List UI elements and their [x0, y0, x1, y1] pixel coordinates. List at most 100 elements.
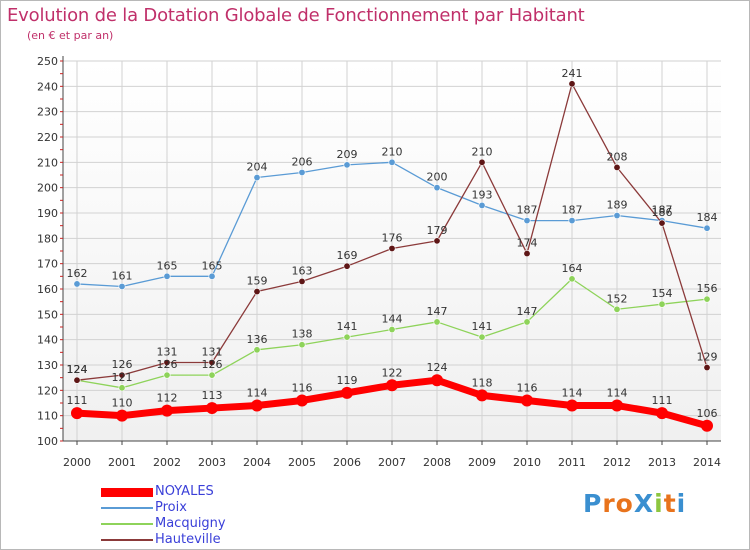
data-label-hauteville: 163	[292, 264, 313, 277]
data-point-macquigny	[163, 371, 171, 379]
data-point-macquigny	[343, 333, 351, 341]
x-tick-label: 2000	[63, 456, 91, 469]
y-tick-label: 180	[37, 232, 58, 245]
data-point-proix	[433, 184, 441, 192]
data-label-macquigny: 124	[67, 363, 88, 376]
data-point-hauteville	[73, 376, 81, 384]
data-label-noyales: 106	[697, 407, 718, 420]
data-label-macquigny: 138	[292, 328, 313, 341]
x-tick-label: 2014	[693, 456, 721, 469]
data-label-noyales: 116	[517, 381, 538, 394]
data-label-proix: 165	[202, 259, 223, 272]
y-tick-label: 230	[37, 106, 58, 119]
data-label-macquigny: 144	[382, 313, 403, 326]
data-label-proix: 161	[112, 269, 133, 282]
data-label-macquigny: 152	[607, 292, 628, 305]
x-tick-label: 2010	[513, 456, 541, 469]
data-point-macquigny	[118, 384, 126, 392]
data-label-noyales: 116	[292, 381, 313, 394]
y-tick-label: 100	[37, 435, 58, 448]
data-label-noyales: 114	[607, 387, 628, 400]
data-point-macquigny	[613, 305, 621, 313]
data-label-hauteville: 208	[607, 150, 628, 163]
data-point-hauteville	[433, 237, 441, 245]
x-tick-label: 2008	[423, 456, 451, 469]
legend-label: Proix	[155, 500, 187, 515]
data-point-hauteville	[208, 358, 216, 366]
data-label-proix: 184	[697, 211, 718, 224]
legend-label: Hauteville	[155, 532, 221, 547]
y-tick-label: 140	[37, 334, 58, 347]
data-point-proix	[568, 217, 576, 225]
data-point-noyales	[701, 419, 713, 432]
data-label-proix: 200	[427, 171, 448, 184]
data-label-hauteville: 131	[157, 345, 178, 358]
brand-letter: X	[633, 489, 655, 518]
y-tick-label: 250	[37, 55, 58, 68]
data-label-hauteville: 159	[247, 275, 268, 288]
legend-swatch	[101, 507, 153, 509]
y-tick-label: 160	[37, 283, 58, 296]
data-label-noyales: 122	[382, 366, 403, 379]
data-point-noyales	[566, 399, 578, 412]
data-label-proix: 165	[157, 259, 178, 272]
data-label-noyales: 113	[202, 389, 223, 402]
data-point-hauteville	[478, 158, 486, 166]
data-point-proix	[163, 272, 171, 280]
data-point-noyales	[251, 399, 263, 412]
data-point-macquigny	[253, 346, 261, 354]
chart-legend: NOYALES Proix Macquigny Hauteville	[101, 484, 301, 548]
x-tick-label: 2004	[243, 456, 271, 469]
x-tick-label: 2012	[603, 456, 631, 469]
data-label-noyales: 119	[337, 374, 358, 387]
brand-letter: r	[602, 489, 616, 518]
data-label-noyales: 124	[427, 361, 448, 374]
chart-title: Evolution de la Dotation Globale de Fonc…	[7, 5, 585, 26]
data-point-proix	[613, 212, 621, 220]
data-point-macquigny	[298, 341, 306, 349]
data-label-noyales: 112	[157, 392, 178, 405]
brand-letter: t	[663, 489, 677, 518]
data-label-macquigny: 154	[652, 287, 673, 300]
data-point-proix	[478, 201, 486, 209]
data-label-hauteville: 131	[202, 345, 223, 358]
legend-swatch	[101, 487, 153, 497]
data-point-hauteville	[523, 250, 531, 258]
data-label-macquigny: 126	[157, 358, 178, 371]
data-label-noyales: 118	[472, 376, 493, 389]
data-label-macquigny: 126	[202, 358, 223, 371]
data-label-noyales: 111	[67, 394, 88, 407]
data-point-hauteville	[118, 371, 126, 379]
y-tick-label: 170	[37, 258, 58, 271]
data-label-proix: 204	[247, 161, 268, 174]
data-point-hauteville	[298, 277, 306, 285]
data-label-macquigny: 141	[472, 320, 493, 333]
y-tick-label: 130	[37, 359, 58, 372]
data-point-hauteville	[163, 358, 171, 366]
data-label-proix: 193	[472, 188, 493, 201]
data-point-noyales	[161, 404, 173, 417]
data-label-proix: 187	[517, 204, 538, 217]
x-tick-label: 2011	[558, 456, 586, 469]
data-point-hauteville	[703, 364, 711, 372]
legend-item-proix: Proix	[101, 500, 301, 516]
data-point-proix	[73, 280, 81, 288]
data-point-hauteville	[658, 219, 666, 227]
data-label-macquigny: 147	[427, 305, 448, 318]
y-tick-label: 150	[37, 308, 58, 321]
data-label-hauteville: 129	[697, 351, 718, 364]
data-label-proix: 189	[607, 199, 628, 212]
data-label-proix: 209	[337, 148, 358, 161]
data-point-macquigny	[658, 300, 666, 308]
x-tick-label: 2009	[468, 456, 496, 469]
data-label-proix: 210	[382, 145, 403, 158]
data-point-noyales	[71, 407, 83, 420]
data-point-noyales	[296, 394, 308, 407]
y-tick-label: 200	[37, 182, 58, 195]
data-label-macquigny: 121	[112, 371, 133, 384]
data-point-hauteville	[613, 163, 621, 171]
x-tick-label: 2001	[108, 456, 136, 469]
data-label-noyales: 111	[652, 394, 673, 407]
data-point-proix	[118, 282, 126, 290]
